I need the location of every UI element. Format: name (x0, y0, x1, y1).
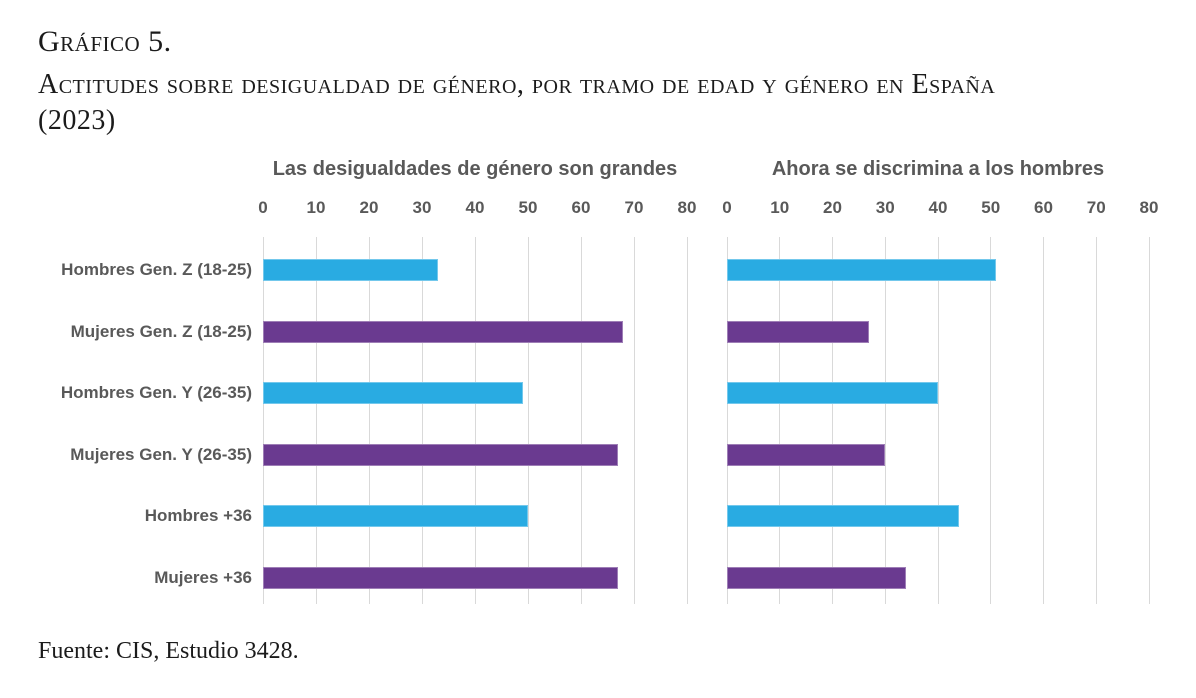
gridline (990, 237, 992, 604)
right-x-axis: 0 10 20 30 40 50 60 70 80 (722, 196, 1158, 220)
x-tick-label: 70 (624, 198, 644, 217)
gridline (937, 237, 939, 604)
gridline (1095, 237, 1097, 604)
right-panel-title: Ahora se discrimina a los hombres (771, 158, 1105, 180)
x-tick-label: 30 (412, 198, 432, 217)
x-tick-label: 50 (518, 198, 538, 217)
x-tick-label: 0 (258, 198, 268, 217)
x-tick-label: 60 (571, 198, 591, 217)
category-label: Hombres Gen. Z (18-25) (61, 260, 252, 279)
x-tick-label: 60 (1034, 198, 1053, 217)
gridline (315, 237, 317, 604)
gridline (832, 237, 833, 604)
x-tick-label: 50 (981, 198, 1001, 217)
gridline (262, 237, 264, 604)
gridline (368, 237, 370, 604)
category-label: Hombres +36 (144, 506, 252, 525)
bar-hombres (727, 259, 997, 281)
gridline (421, 237, 423, 604)
gridline (1043, 237, 1044, 604)
figure-label: Gráfico 5. (38, 25, 172, 58)
category-labels: Hombres Gen. Z (18-25) Mujeres Gen. Z (18… (0, 237, 252, 604)
bar-hombres (727, 505, 960, 527)
gridline (726, 237, 728, 604)
plot-area: Hombres Gen. Z (18-25) Mujeres Gen. Z (18… (0, 237, 1196, 604)
source-note: Fuente: CIS, Estudio 3428. (38, 638, 299, 664)
gridline (633, 237, 635, 604)
x-tick-label: 20 (359, 198, 379, 217)
right-chart-panel (726, 237, 1150, 604)
x-tick-label: 40 (928, 198, 948, 217)
left-x-axis: 0 10 20 30 40 50 60 70 80 (258, 196, 696, 220)
bar-hombres (727, 382, 938, 404)
bar-mujeres (263, 443, 619, 466)
gridline (474, 237, 476, 604)
left-panel-title: Las desigualdades de género son grandes (272, 158, 678, 180)
gridline (686, 237, 688, 604)
x-tick-label: 20 (823, 198, 842, 217)
figure-title: Actitudes sobre desigualdad de género, p… (38, 69, 996, 100)
x-tick-label: 70 (1086, 198, 1106, 217)
gridline (527, 237, 529, 604)
gridline (884, 237, 886, 604)
x-tick-label: 80 (677, 198, 697, 217)
category-label: Mujeres Gen. Y (26-35) (70, 444, 252, 464)
category-label: Mujeres +36 (154, 567, 252, 587)
x-tick-label: 40 (465, 198, 485, 217)
bar-mujeres (263, 566, 619, 589)
bar-mujeres (727, 320, 870, 343)
bar-mujeres (263, 320, 624, 343)
gridline (1148, 237, 1150, 604)
bar-hombres (263, 382, 523, 404)
figure-header: Gráfico 5. Actitudes sobre desigualdad d… (38, 22, 995, 138)
category-label: Mujeres Gen. Z (18-25) (70, 321, 252, 341)
category-label: Hombres Gen. Y (26-35) (60, 383, 252, 402)
gridline (580, 237, 582, 604)
bar-hombres (263, 259, 438, 281)
x-tick-label: 30 (875, 198, 895, 217)
bar-hombres (263, 505, 528, 527)
left-chart-panel (262, 237, 688, 604)
x-tick-label: 80 (1139, 198, 1159, 217)
bar-mujeres (727, 566, 907, 589)
x-tick-label: 10 (306, 198, 326, 217)
x-tick-label: 10 (770, 198, 790, 217)
figure-year: (2023) (38, 105, 116, 136)
bar-mujeres (727, 443, 886, 466)
gridline (779, 237, 781, 604)
x-tick-label: 0 (722, 198, 732, 217)
